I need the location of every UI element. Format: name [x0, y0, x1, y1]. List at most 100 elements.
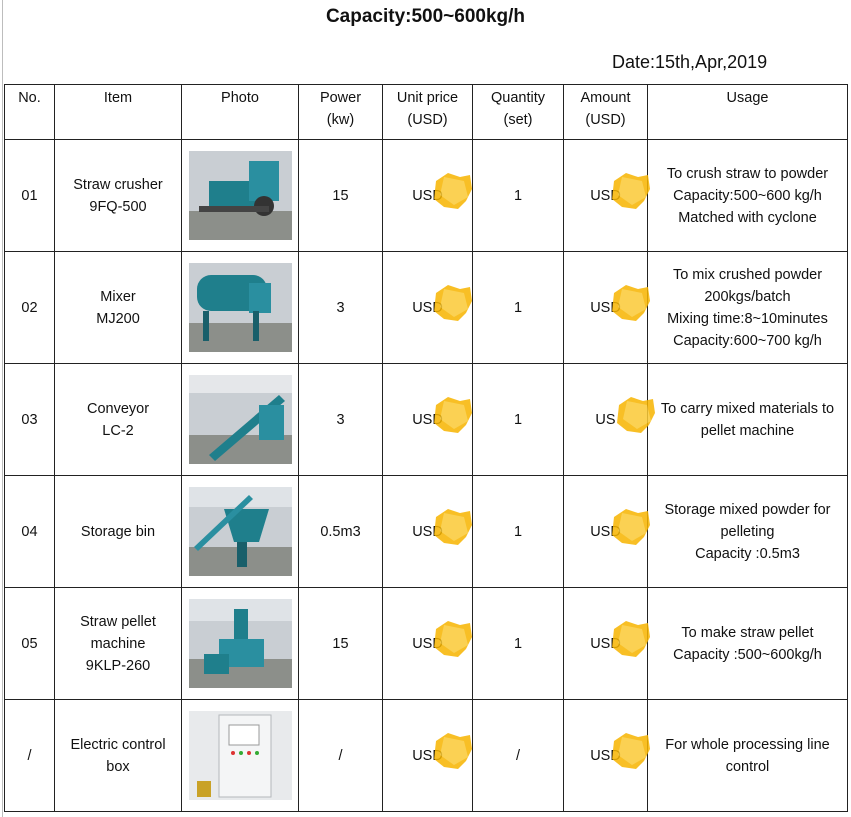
redaction-blot-icon — [430, 619, 474, 659]
usage-line: Matched with cyclone — [678, 209, 817, 226]
page-border — [2, 0, 3, 817]
item-name-line: LC-2 — [102, 422, 134, 439]
usage-line: For whole processing line — [665, 736, 830, 753]
item-name-line: 9KLP-260 — [85, 657, 151, 674]
conveyor-photo — [188, 375, 292, 464]
header-item: Item — [54, 84, 182, 140]
header-unit-price: Unit price (USD) — [382, 84, 473, 140]
redaction-blot-icon — [430, 171, 474, 211]
usage-line: Mixing time:8~10minutes — [667, 310, 828, 327]
item-name-line: Straw crusher — [73, 176, 163, 193]
item-name-line: Conveyor — [86, 400, 150, 417]
header-unit-price-line2: (USD) — [407, 112, 448, 128]
usage-line: To make straw pellet — [681, 624, 814, 641]
row-number: 01 — [4, 139, 55, 252]
control-box-photo — [188, 711, 292, 800]
item-name-line: box — [106, 758, 130, 775]
amount-cell: USD — [563, 699, 651, 812]
item-name: Mixer MJ200 — [54, 251, 182, 364]
item-photo-cell — [181, 251, 299, 364]
amount-value: US — [595, 411, 616, 428]
item-name-line: Straw pellet — [80, 613, 156, 630]
header-quantity-line1: Quantity — [491, 90, 545, 106]
item-name-line: Electric control — [70, 736, 166, 753]
usage-line: Capacity :500~600kg/h — [673, 646, 822, 663]
table-row: 01 Straw crusher 9FQ-500 15 USD 1 USD To crush … — [4, 139, 848, 252]
amount-cell: USD — [563, 251, 651, 364]
header-no: No. — [4, 84, 55, 140]
usage-line: Capacity :0.5m3 — [695, 545, 800, 562]
redaction-blot-icon — [608, 507, 652, 547]
power-value: 0.5m3 — [298, 475, 383, 588]
redaction-blot-icon — [430, 283, 474, 323]
usage-line: Storage mixed powder for — [664, 501, 831, 518]
row-number: 03 — [4, 363, 55, 476]
header-power: Power (kw) — [298, 84, 383, 140]
redaction-blot-icon — [430, 731, 474, 771]
item-name: Straw pellet machine 9KLP-260 — [54, 587, 182, 700]
header-row: No. Item Photo Power (kw) Unit price (US… — [4, 84, 848, 140]
usage-line: 200kgs/batch — [704, 288, 791, 305]
usage-line: To carry mixed materials to — [660, 400, 835, 417]
redaction-blot-icon — [430, 507, 474, 547]
quantity-value: / — [472, 699, 564, 812]
power-value: 3 — [298, 251, 383, 364]
redaction-blot-icon — [608, 731, 652, 771]
unit-price-cell: USD — [382, 475, 474, 588]
unit-price-cell: USD — [382, 699, 474, 812]
quantity-value: 1 — [472, 475, 564, 588]
power-value: 15 — [298, 587, 383, 700]
item-name: Storage bin — [54, 475, 182, 588]
header-amount-line2: (USD) — [585, 112, 626, 128]
storage-bin-photo — [188, 487, 292, 576]
power-value: 3 — [298, 363, 383, 476]
item-name: Electric control box — [54, 699, 182, 812]
amount-cell: USD — [563, 475, 651, 588]
unit-price-cell: USD — [382, 363, 474, 476]
amount-cell: USD — [563, 587, 651, 700]
unit-price-cell: USD — [382, 139, 474, 252]
item-name-line: Mixer — [100, 288, 136, 305]
usage-line: To crush straw to powder — [666, 165, 829, 182]
usage-line: pellet machine — [700, 422, 795, 439]
item-photo-cell — [181, 699, 299, 812]
header-power-line1: Power — [319, 90, 362, 106]
row-number: 04 — [4, 475, 55, 588]
item-name-line: MJ200 — [96, 310, 140, 327]
header-quantity-line2: (set) — [503, 112, 533, 128]
row-number: 05 — [4, 587, 55, 700]
quote-date: Date:15th,Apr,2019 — [612, 52, 768, 72]
table-row: / Electric control box / USD / USD For whole pr… — [4, 699, 848, 812]
item-name: Conveyor LC-2 — [54, 363, 182, 476]
header-usage: Usage — [647, 84, 848, 140]
item-name-line: machine — [90, 635, 146, 652]
header-quantity: Quantity (set) — [472, 84, 564, 140]
quantity-value: 1 — [472, 363, 564, 476]
straw-crusher-photo — [188, 151, 292, 240]
header-amount-line1: Amount — [580, 90, 631, 106]
header-power-line2: (kw) — [326, 112, 355, 128]
header-photo: Photo — [181, 84, 299, 140]
table-row: 05 Straw pellet machine 9KLP-260 15 USD 1 USD To… — [4, 587, 848, 700]
redaction-blot-icon — [608, 283, 652, 323]
item-photo-cell — [181, 475, 299, 588]
redaction-blot-icon — [430, 395, 474, 435]
power-value: / — [298, 699, 383, 812]
unit-price-cell: USD — [382, 251, 474, 364]
item-photo-cell — [181, 587, 299, 700]
usage-line: To mix crushed powder — [672, 266, 823, 283]
table-row: 04 Storage bin 0.5m3 USD 1 USD Storage mixed p… — [4, 475, 848, 588]
usage-line: pelleting — [720, 523, 775, 540]
redaction-blot-icon — [613, 395, 657, 435]
unit-price-cell: USD — [382, 587, 474, 700]
header-amount: Amount (USD) — [563, 84, 648, 140]
table-row: 02 Mixer MJ200 3 USD 1 USD To mix crushed powde… — [4, 251, 848, 364]
page-title: Capacity:500~600kg/h — [325, 6, 526, 27]
pellet-machine-photo — [188, 599, 292, 688]
mixer-photo — [188, 263, 292, 352]
quantity-value: 1 — [472, 587, 564, 700]
usage-description: To crush straw to powder Capacity:500~600… — [647, 139, 848, 252]
item-name-line: Storage bin — [80, 523, 156, 540]
quantity-value: 1 — [472, 251, 564, 364]
usage-description: To make straw pellet Capacity :500~600kg/… — [647, 587, 848, 700]
